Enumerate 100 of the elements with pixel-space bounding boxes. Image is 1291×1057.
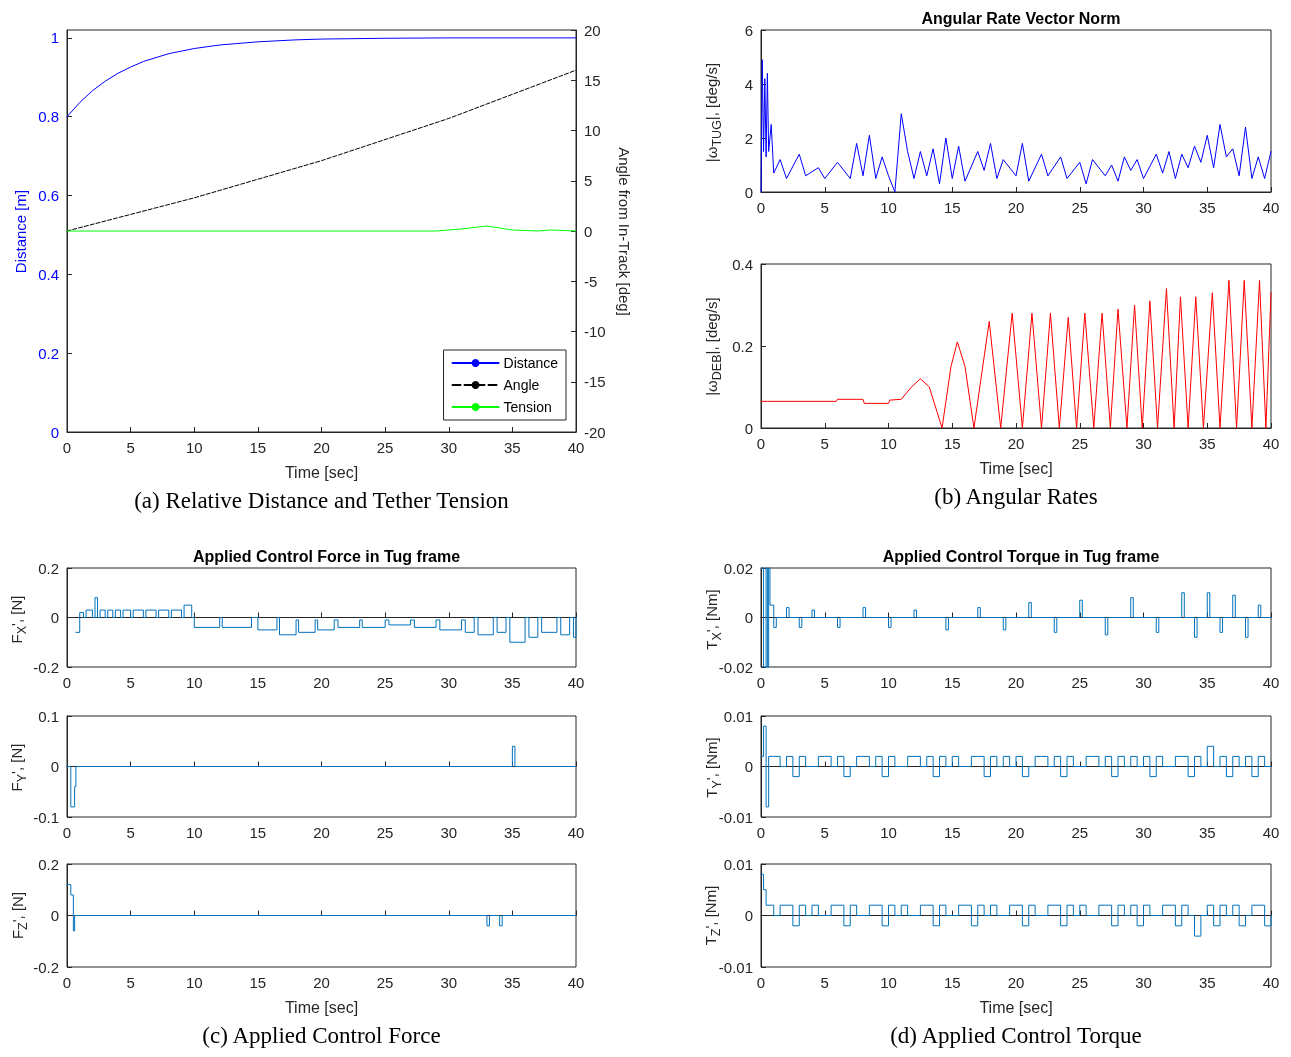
y-tick-label: 0.2 (38, 344, 59, 362)
y-tick-label: 0 (744, 907, 753, 924)
x-tick-label: 0 (62, 439, 72, 456)
x-axis-title: Time [sec] (979, 459, 1053, 477)
x-tick-label: 40 (567, 674, 585, 691)
x-tick-label: 0 (756, 824, 766, 841)
x-tick-label: 0 (62, 974, 72, 991)
legend-label: Tension (503, 399, 552, 415)
y-tick-label: 0.2 (38, 559, 59, 577)
x-tick-label: 20 (1007, 435, 1025, 452)
x-tick-label: 30 (1135, 974, 1152, 991)
x-tick-label: 40 (1262, 824, 1280, 841)
x-axis-title: Time [sec] (284, 463, 359, 481)
x-tick-label: 35 (1198, 974, 1216, 991)
x-tick-label: 25 (1071, 435, 1089, 452)
y-tick-label: 4 (744, 75, 753, 93)
x-tick-label: 10 (185, 974, 203, 991)
x-tick-label: 35 (504, 824, 521, 841)
x-tick-label: 30 (1135, 199, 1152, 216)
line-series (66, 37, 577, 118)
x-tick-label: 5 (126, 674, 135, 691)
y-tick-label: 0 (744, 183, 753, 201)
x-tick-label: 5 (126, 974, 135, 991)
x-tick-label: 20 (1007, 199, 1025, 216)
x-tick-label: 10 (185, 674, 203, 691)
y-tick-label: 0 (50, 907, 59, 924)
y2-tick-label: -20 (584, 423, 606, 441)
x-tick-label: 30 (1135, 674, 1152, 691)
text: (b) Angular Rates (934, 484, 1098, 510)
x-axis-title: Time [sec] (979, 998, 1053, 1016)
x-tick-label: 35 (1198, 824, 1216, 841)
y-tick-label: -0.2 (33, 958, 59, 976)
x-axis-title: Time [sec] (284, 998, 359, 1016)
y-tick-label: 0 (744, 609, 753, 626)
y2-tick-label: -10 (584, 323, 606, 340)
x-tick-label: 35 (1198, 674, 1216, 691)
legend-label: Distance (503, 355, 559, 371)
x-tick-label: 15 (249, 674, 267, 691)
x-tick-label: 40 (1262, 199, 1280, 216)
x-tick-label: 30 (440, 974, 458, 991)
x-tick-label: 10 (185, 824, 203, 841)
y-tick-label: -0.2 (33, 658, 59, 676)
x-tick-label: 15 (249, 824, 267, 841)
y-tick-label: 0.8 (38, 108, 59, 126)
x-tick-label: 10 (880, 435, 897, 452)
x-tick-label: 15 (943, 974, 961, 991)
y-tick-label: 0.01 (723, 707, 753, 725)
chart-title: Applied Control Force in Tug frame (192, 547, 461, 565)
chart-title: Angular Rate Vector Norm (921, 9, 1121, 27)
y-tick-label: 0.2 (732, 337, 753, 355)
y2-tick-label: 10 (584, 122, 601, 139)
y-tick-label: 6 (744, 21, 753, 39)
y-tick-label: 0 (50, 423, 59, 441)
text: (d) Applied Control Torque (890, 1023, 1142, 1049)
x-tick-label: 35 (504, 974, 521, 991)
x-tick-label: 40 (1262, 974, 1280, 991)
y2-axis-title: Angle from In-Track [deg] (615, 146, 633, 316)
x-tick-label: 0 (756, 435, 766, 452)
y-tick-label: 2 (744, 129, 753, 147)
x-tick-label: 25 (1071, 824, 1089, 841)
x-tick-label: 5 (820, 974, 829, 991)
y-tick-label: 0.01 (723, 855, 753, 873)
x-tick-label: 5 (126, 439, 135, 456)
legend-label: Angle (503, 377, 540, 393)
y-tick-label: 0 (50, 758, 59, 775)
x-tick-label: 30 (440, 824, 458, 841)
x-tick-label: 20 (313, 974, 330, 991)
x-tick-label: 25 (1071, 974, 1089, 991)
x-tick-label: 25 (1071, 674, 1089, 691)
y-tick-label: -0.1 (33, 808, 59, 826)
x-tick-label: 15 (249, 439, 267, 456)
y2-tick-label: 20 (584, 21, 601, 39)
x-tick-label: 0 (62, 674, 72, 691)
x-tick-label: 5 (126, 824, 135, 841)
x-tick-label: 15 (943, 199, 961, 216)
x-tick-label: 15 (249, 974, 267, 991)
x-tick-label: 40 (567, 824, 585, 841)
x-tick-label: 5 (820, 824, 829, 841)
y-tick-label: 0.4 (732, 255, 753, 273)
x-tick-label: 15 (943, 674, 961, 691)
x-tick-label: 10 (880, 974, 897, 991)
x-tick-label: 0 (62, 824, 72, 841)
x-tick-label: 20 (1007, 824, 1025, 841)
x-tick-label: 40 (567, 439, 585, 456)
y2-tick-label: 0 (584, 222, 593, 240)
y-tick-label: -0.01 (718, 808, 753, 826)
x-tick-label: 35 (1198, 199, 1216, 216)
x-tick-label: 5 (820, 435, 829, 452)
y-tick-label: 0.4 (38, 265, 59, 283)
x-tick-label: 35 (504, 439, 521, 456)
y-axis-title: Distance [m] (11, 189, 29, 273)
x-tick-label: 25 (1071, 199, 1089, 216)
x-tick-label: 10 (880, 199, 897, 216)
x-tick-label: 35 (1198, 435, 1216, 452)
x-tick-label: 25 (376, 439, 394, 456)
x-tick-label: 30 (440, 674, 458, 691)
chart-title: Applied Control Torque in Tug frame (882, 547, 1160, 565)
text: (c) Applied Control Force (202, 1023, 441, 1049)
x-tick-label: 20 (313, 674, 330, 691)
y-tick-label: 1 (50, 29, 59, 47)
